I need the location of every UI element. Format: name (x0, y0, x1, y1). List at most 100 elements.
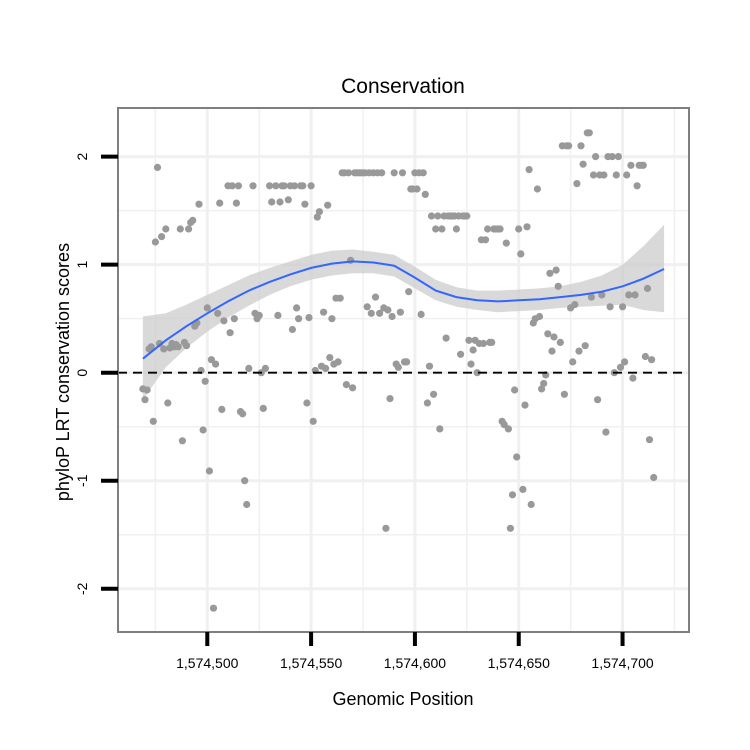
data-point (452, 225, 460, 233)
data-point (427, 212, 436, 220)
data-point (513, 453, 521, 461)
data-point (149, 417, 157, 425)
data-point (592, 153, 600, 161)
data-point (205, 467, 213, 475)
data-point (521, 401, 529, 409)
data-point (232, 199, 240, 207)
data-point (164, 399, 172, 407)
data-point (463, 212, 471, 220)
data-point (517, 250, 525, 258)
data-point (650, 473, 658, 482)
data-point (386, 395, 394, 403)
data-point (629, 374, 637, 382)
data-point (616, 363, 625, 371)
data-point (598, 291, 606, 299)
data-point (648, 356, 656, 364)
data-point (158, 233, 166, 241)
data-point (376, 309, 384, 317)
data-point (239, 410, 247, 418)
data-point (510, 386, 519, 394)
data-point (612, 171, 620, 179)
data-point (299, 182, 307, 190)
data-point (569, 358, 577, 366)
data-point (268, 198, 276, 206)
data-point (303, 399, 311, 407)
data-point (504, 425, 512, 433)
data-point (274, 311, 282, 319)
data-point (349, 384, 357, 392)
data-point (432, 225, 440, 233)
data-point (641, 352, 650, 361)
data-point (546, 269, 554, 277)
data-point (619, 303, 627, 311)
y-tick-label: 1 (74, 261, 90, 269)
data-point (201, 377, 209, 385)
data-point (436, 425, 444, 433)
data-point (309, 417, 317, 425)
data-point (226, 329, 234, 337)
data-point (405, 288, 413, 296)
data-point (434, 212, 442, 220)
data-point (276, 198, 284, 206)
data-point (290, 182, 299, 190)
data-point (519, 485, 527, 493)
data-point (484, 225, 492, 233)
data-point (467, 360, 475, 368)
y-tick-label: 0 (74, 369, 90, 377)
data-point (481, 236, 490, 244)
data-point (245, 364, 253, 372)
data-point (305, 314, 313, 322)
data-point (515, 225, 523, 233)
data-point (473, 369, 481, 377)
data-point (608, 153, 616, 161)
data-point (614, 153, 623, 161)
data-point (390, 169, 398, 177)
data-point (174, 343, 182, 351)
y-tick-label: 2 (74, 153, 90, 161)
data-point (266, 182, 274, 190)
data-point (571, 301, 579, 309)
data-point (621, 358, 629, 366)
data-point (469, 346, 477, 354)
data-point (324, 201, 332, 209)
data-point (556, 338, 564, 346)
data-point (639, 161, 647, 169)
data-point (182, 342, 191, 350)
data-point (288, 325, 296, 334)
data-point (295, 315, 303, 323)
data-point (396, 308, 404, 316)
chart-title: Conservation (341, 75, 465, 98)
data-point (533, 185, 542, 193)
data-point (363, 303, 371, 311)
data-point (579, 160, 587, 168)
data-point (249, 182, 257, 190)
data-point (423, 399, 431, 407)
panel-border (117, 107, 690, 633)
data-point (421, 190, 429, 198)
data-point (160, 345, 168, 353)
data-point (212, 360, 220, 368)
data-point (228, 182, 236, 190)
data-point (523, 223, 531, 231)
data-point (199, 426, 207, 434)
data-point (220, 317, 228, 325)
data-point (525, 166, 533, 174)
data-point (141, 396, 149, 404)
data-point (417, 310, 425, 318)
data-point (548, 347, 556, 355)
data-point (178, 437, 186, 445)
data-point (502, 239, 510, 247)
data-point (284, 196, 292, 204)
y-tick-label: -2 (74, 582, 90, 595)
data-point (508, 491, 517, 499)
data-point (371, 293, 380, 301)
data-point (554, 282, 562, 290)
data-point (544, 330, 552, 338)
data-point (313, 213, 321, 221)
x-tick-label: 1,574,500 (176, 655, 238, 671)
x-axis-label: Genomic Position (332, 689, 473, 709)
plot-area: 1,574,500 1,574,550 1,574,600 1,574,650 1,57… (74, 107, 690, 671)
data-point (162, 225, 170, 233)
data-point (293, 304, 301, 312)
